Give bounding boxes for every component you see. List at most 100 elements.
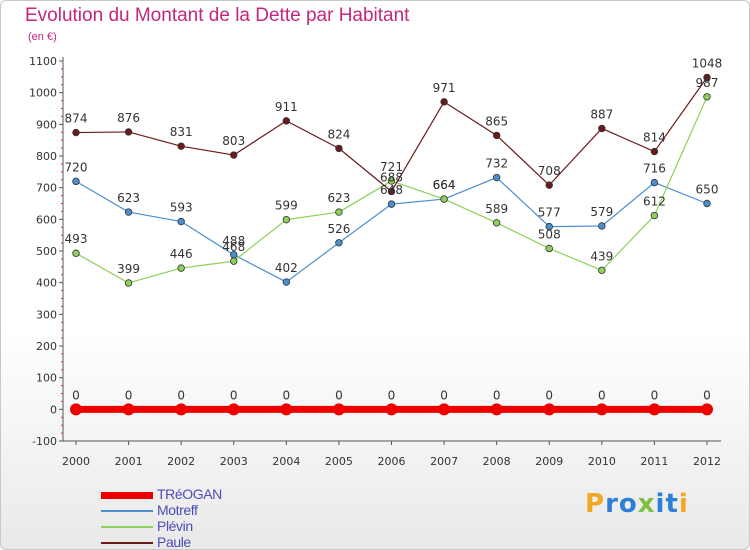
chart-title: Evolution du Montant de la Dette par Hab… bbox=[25, 5, 410, 26]
x-tick-label: 2010 bbox=[588, 455, 616, 468]
data-label: 648 bbox=[380, 183, 403, 197]
data-label: 971 bbox=[433, 81, 456, 95]
y-tick-label: 600 bbox=[36, 213, 57, 226]
data-point bbox=[545, 222, 553, 231]
data-label: 0 bbox=[703, 388, 711, 402]
logo-letter: i bbox=[678, 489, 689, 519]
data-point bbox=[438, 403, 451, 416]
data-point bbox=[492, 173, 501, 182]
data-point bbox=[335, 239, 343, 247]
data-point bbox=[703, 73, 711, 82]
y-tick-label: -100 bbox=[32, 435, 57, 448]
data-label: 0 bbox=[598, 388, 606, 402]
y-tick-label: 0 bbox=[50, 403, 57, 416]
data-label: 493 bbox=[65, 232, 88, 246]
data-label: 831 bbox=[170, 125, 193, 139]
data-label: 579 bbox=[590, 205, 613, 219]
data-label: 708 bbox=[538, 164, 561, 178]
data-point bbox=[598, 124, 606, 133]
data-label: 0 bbox=[230, 388, 238, 402]
legend-label: Plévin bbox=[157, 518, 193, 534]
data-label: 664 bbox=[433, 178, 456, 192]
data-label: 399 bbox=[117, 262, 140, 276]
data-point bbox=[703, 199, 711, 208]
data-point bbox=[648, 403, 661, 416]
data-point bbox=[598, 266, 606, 275]
y-tick-label: 300 bbox=[36, 308, 57, 321]
data-label: 439 bbox=[590, 249, 613, 263]
data-label: 716 bbox=[643, 162, 666, 176]
data-label: 0 bbox=[493, 388, 501, 402]
data-point bbox=[545, 181, 553, 189]
data-label: 0 bbox=[651, 388, 659, 402]
legend-label: TRéOGAN bbox=[157, 486, 222, 502]
y-tick-label: 700 bbox=[36, 182, 57, 195]
data-point bbox=[385, 403, 398, 416]
data-point bbox=[703, 93, 711, 101]
data-point bbox=[230, 257, 238, 265]
data-label: 732 bbox=[485, 157, 508, 171]
data-point bbox=[124, 279, 133, 287]
data-point bbox=[440, 195, 448, 203]
legend-swatch bbox=[101, 491, 153, 499]
logo-letter: x bbox=[637, 489, 656, 519]
data-label: 446 bbox=[170, 247, 193, 261]
data-point bbox=[492, 131, 501, 140]
data-label: 402 bbox=[275, 261, 298, 275]
legend-label: Motreff bbox=[157, 502, 198, 518]
data-point bbox=[545, 244, 553, 253]
data-label: 599 bbox=[275, 199, 298, 213]
data-point bbox=[701, 403, 713, 416]
data-point bbox=[282, 215, 291, 224]
data-label: 911 bbox=[275, 100, 298, 114]
data-label: 874 bbox=[65, 112, 88, 126]
y-tick-label: 500 bbox=[36, 245, 57, 258]
data-label: 508 bbox=[538, 227, 561, 241]
data-point bbox=[650, 211, 659, 220]
data-label: 488 bbox=[222, 234, 245, 248]
y-tick-label: 1000 bbox=[29, 87, 57, 100]
data-point bbox=[280, 403, 293, 416]
data-label: 526 bbox=[327, 222, 350, 236]
data-point bbox=[490, 403, 503, 416]
x-tick-label: 2004 bbox=[272, 455, 300, 468]
data-label: 987 bbox=[696, 76, 719, 90]
data-label: 577 bbox=[538, 206, 561, 220]
x-tick-label: 2006 bbox=[378, 455, 406, 468]
data-label: 721 bbox=[380, 160, 403, 174]
data-point bbox=[440, 98, 448, 106]
data-label: 824 bbox=[327, 127, 350, 141]
data-label: 0 bbox=[125, 388, 133, 402]
x-tick-label: 2003 bbox=[220, 455, 248, 468]
data-point bbox=[72, 177, 80, 186]
y-tick-label: 800 bbox=[36, 150, 57, 163]
data-point bbox=[227, 403, 240, 416]
data-label: 803 bbox=[222, 134, 245, 148]
data-label: 0 bbox=[440, 388, 448, 402]
legend-swatch bbox=[101, 510, 153, 512]
data-label: 887 bbox=[590, 107, 613, 121]
legend-swatch bbox=[101, 526, 153, 528]
data-point bbox=[72, 128, 80, 137]
data-label: 589 bbox=[485, 202, 508, 216]
data-label: 720 bbox=[65, 160, 88, 174]
x-tick-label: 2008 bbox=[483, 455, 511, 468]
data-point bbox=[124, 208, 133, 216]
logo-letter: P bbox=[585, 489, 606, 519]
data-point bbox=[650, 147, 659, 156]
data-point bbox=[543, 403, 556, 416]
data-label: 612 bbox=[643, 195, 666, 209]
data-label: 0 bbox=[388, 388, 396, 402]
logo-letter: r bbox=[605, 489, 619, 519]
data-label: 0 bbox=[72, 388, 80, 402]
data-point bbox=[335, 208, 343, 216]
data-point bbox=[70, 403, 82, 416]
y-tick-label: 400 bbox=[36, 277, 57, 290]
data-label: 814 bbox=[643, 131, 666, 145]
data-point bbox=[598, 222, 606, 230]
data-point bbox=[175, 403, 188, 416]
data-point bbox=[387, 200, 396, 208]
data-point bbox=[177, 217, 185, 226]
